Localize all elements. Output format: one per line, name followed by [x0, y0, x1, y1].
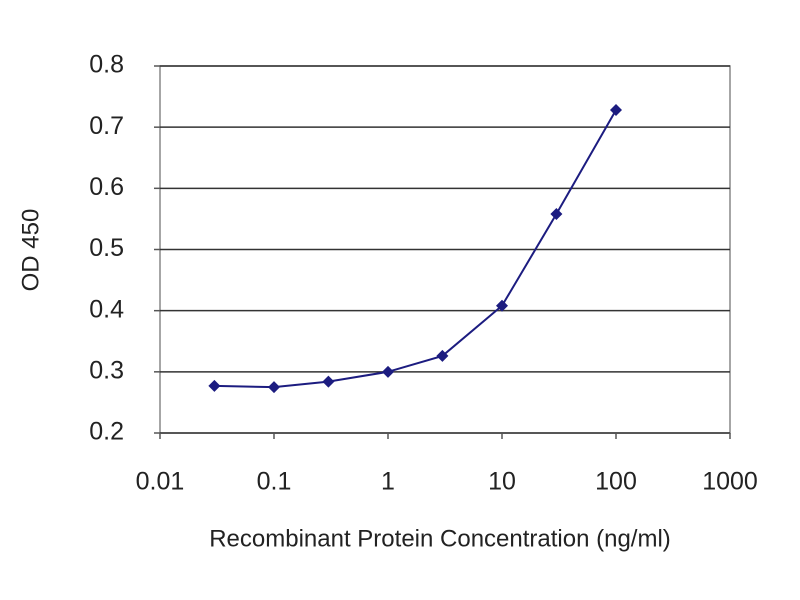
y-axis-title: OD 450 [17, 209, 44, 292]
y-tick-label: 0.8 [89, 51, 124, 79]
data-point [208, 379, 221, 392]
data-point [496, 299, 508, 312]
y-tick-label: 0.3 [89, 356, 124, 384]
x-tick-label: 0.1 [257, 468, 292, 496]
x-tick-label: 10 [488, 468, 516, 496]
y-tick-label: 0.6 [89, 173, 124, 201]
data-point [610, 104, 622, 117]
y-tick-label: 0.7 [89, 112, 124, 140]
x-tick-label: 100 [595, 468, 637, 496]
data-point [436, 349, 449, 362]
data-line [214, 109, 617, 389]
data-point [322, 375, 335, 388]
data-point [550, 208, 563, 221]
x-tick-label: 0.01 [136, 468, 185, 496]
y-tick-label: 0.2 [89, 418, 124, 446]
data-point [382, 365, 394, 378]
data-point [268, 381, 280, 394]
x-tick-label: 1 [381, 468, 395, 496]
x-axis-title: Recombinant Protein Concentration (ng/ml… [209, 525, 671, 552]
y-tick-label: 0.4 [89, 295, 124, 323]
x-tick-label: 1000 [702, 468, 758, 496]
y-tick-label: 0.5 [89, 234, 124, 262]
